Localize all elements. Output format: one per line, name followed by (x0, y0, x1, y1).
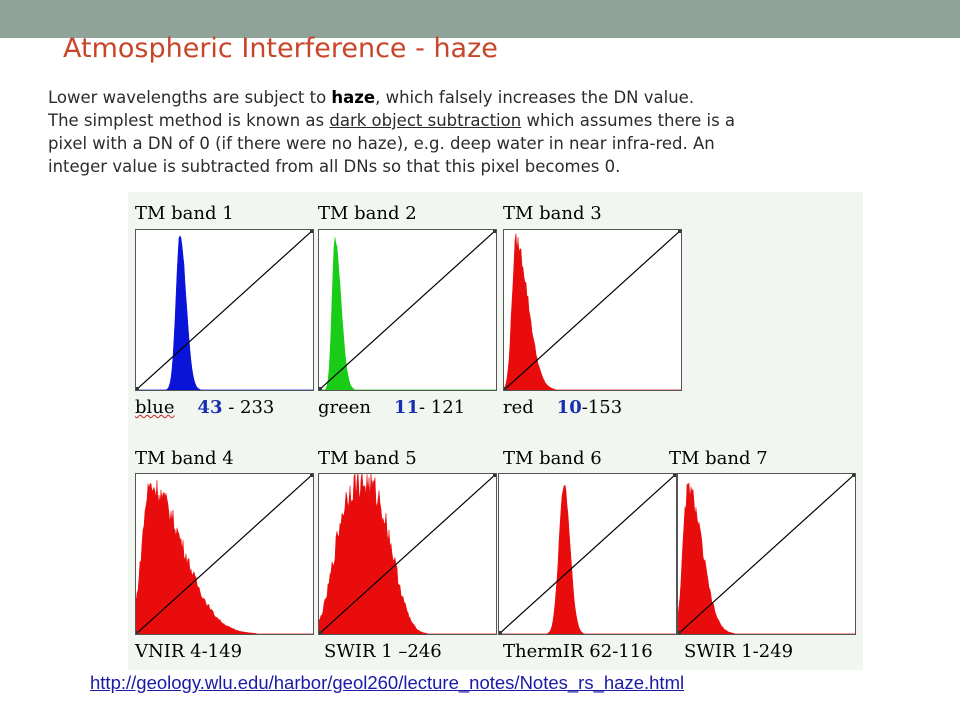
histogram-shape-1 (136, 235, 313, 390)
band-2-histogram-plot (319, 230, 496, 390)
band-2-caption-label: green (318, 397, 372, 418)
histogram-shape-4 (136, 480, 313, 634)
stretch-line-5 (319, 474, 496, 634)
stretch-handle-5-2 (493, 474, 496, 477)
band-3-caption-rest: -153 (581, 397, 623, 418)
band-2-histogram (318, 229, 497, 391)
band-3-caption: red 10-153 (503, 397, 622, 418)
stretch-line-6 (499, 474, 676, 634)
stretch-handle-4-2 (310, 474, 313, 477)
stretch-handle-2-1 (319, 387, 322, 390)
band-1-caption: blue 43 - 233 (135, 397, 274, 418)
band-4-title: TM band 4 (135, 448, 234, 469)
band-2-caption: green 11- 121 (318, 397, 465, 418)
band-3-title: TM band 3 (503, 203, 602, 224)
band-1-histogram (135, 229, 314, 391)
slide-title: Atmospheric Interference - haze (63, 33, 498, 64)
slide-body-text: Lower wavelengths are subject to haze, w… (48, 86, 928, 178)
band-1-title: TM band 1 (135, 203, 234, 224)
stretch-handle-7-2 (852, 474, 855, 477)
stretch-handle-6-2 (673, 474, 676, 477)
band-1-caption-rest: - 233 (222, 397, 275, 418)
band-1-caption-number: 43 (197, 397, 223, 418)
histogram-shape-6 (499, 484, 676, 634)
body-line-2a: The simplest method is known as (48, 111, 330, 130)
source-link[interactable]: http://geology.wlu.edu/harbor/geol260/le… (90, 672, 685, 693)
band-1-caption-label: blue (135, 397, 175, 418)
body-line-3: pixel with a DN of 0 (if there were no h… (48, 134, 715, 153)
histogram-shape-7 (678, 482, 855, 634)
stretch-handle-3-1 (504, 387, 507, 390)
band-6-histogram-plot (499, 474, 676, 634)
band-5-title: TM band 5 (318, 448, 417, 469)
band-7-histogram-plot (678, 474, 855, 634)
band-5-caption: SWIR 1 –246 (324, 641, 442, 662)
stretch-handle-5-1 (319, 631, 322, 634)
top-accent-bar (0, 0, 960, 38)
band-5-histogram-plot (319, 474, 496, 634)
band-5-histogram (318, 473, 497, 635)
band-4-caption: VNIR 4-149 (135, 641, 243, 662)
band-4-histogram (135, 473, 314, 635)
stretch-handle-2-2 (493, 230, 496, 233)
dark-object-subtraction-term: dark object subtraction (329, 111, 522, 130)
band-2-caption-number: 11 (393, 397, 419, 418)
band-3-histogram (503, 229, 682, 391)
stretch-handle-4-1 (136, 631, 139, 634)
haze-term: haze (331, 88, 376, 107)
histogram-shape-2 (319, 237, 496, 390)
stretch-line-1 (136, 230, 313, 390)
histogram-figure: TM band 1 TM band 2 TM band 3 blue 43 - … (128, 192, 863, 670)
stretch-line-3 (504, 230, 681, 390)
stretch-handle-1-1 (136, 387, 139, 390)
stretch-line-4 (136, 474, 313, 634)
band-6-histogram (498, 473, 677, 635)
band-7-histogram (677, 473, 856, 635)
band-3-caption-label: red (503, 397, 534, 418)
band-3-histogram-plot (504, 230, 681, 390)
stretch-line-7 (678, 474, 855, 634)
band-1-histogram-plot (136, 230, 313, 390)
body-line-1a: Lower wavelengths are subject to (48, 88, 332, 107)
body-line-2c: which assumes there is a (521, 111, 736, 130)
band-7-caption: SWIR 1-249 (684, 641, 794, 662)
body-line-1c: , which falsely increases the DN value. (375, 88, 695, 107)
band-2-title: TM band 2 (318, 203, 417, 224)
body-line-4: integer value is subtracted from all DNs… (48, 157, 621, 176)
band-6-caption: ThermIR 62-116 (503, 641, 653, 662)
band-4-histogram-plot (136, 474, 313, 634)
band-6-title: TM band 6 (503, 448, 602, 469)
stretch-handle-7-1 (678, 631, 681, 634)
body-line-1: Lower wavelengths are subject to haze, w… (48, 86, 928, 109)
stretch-handle-1-2 (310, 230, 313, 233)
stretch-handle-6-1 (499, 631, 502, 634)
stretch-handle-3-2 (678, 230, 681, 233)
band-3-caption-number: 10 (556, 397, 582, 418)
stretch-line-2 (319, 230, 496, 390)
band-7-title: TM band 7 (669, 448, 768, 469)
body-line-2: The simplest method is known as dark obj… (48, 109, 928, 132)
band-2-caption-rest: - 121 (418, 397, 466, 418)
